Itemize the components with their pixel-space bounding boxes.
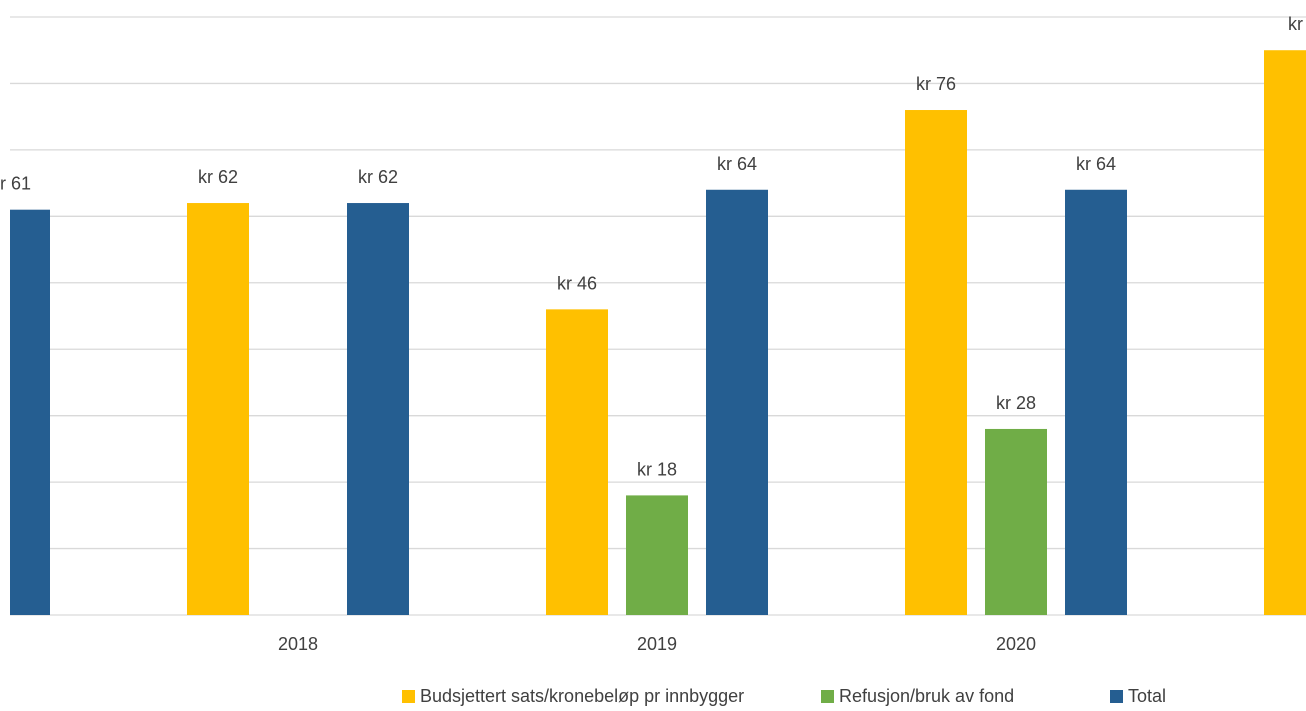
data-label: kr 64 (1076, 154, 1116, 174)
legend-swatch (1110, 690, 1123, 703)
bar-2020-total (1065, 189, 1127, 615)
x-tick-label: 2020 (996, 634, 1036, 654)
bar-2019-refusjon-bruk-av-fond (626, 495, 688, 615)
data-label: r 61 (0, 174, 31, 194)
data-label: kr 62 (358, 167, 398, 187)
bar-2020-refusjon-bruk-av-fond (985, 428, 1047, 615)
legend-swatch (402, 690, 415, 703)
data-label: kr 64 (717, 154, 757, 174)
legend-label: Refusjon/bruk av fond (839, 686, 1014, 706)
legend-label: Total (1128, 686, 1166, 706)
bar-2019-budsjettert-sats-kronebel-p-pr-innbygger (546, 309, 608, 615)
data-label: kr 18 (637, 459, 677, 479)
bar-2021-budsjettert-sats-kronebel-p-pr-innbygger (1264, 50, 1306, 615)
bar-2019-total (706, 189, 768, 615)
bar-2017-total (10, 209, 50, 615)
data-label: kr (1288, 14, 1303, 34)
bar-2020-budsjettert-sats-kronebel-p-pr-innbygger (905, 110, 967, 616)
data-label: kr 46 (557, 273, 597, 293)
x-tick-label: 2018 (278, 634, 318, 654)
x-axis-tick-labels: 2018 2019 2020 (278, 634, 1036, 654)
legend: Budsjettert sats/kronebeløp pr innbygger… (402, 686, 1166, 706)
data-label: kr 76 (916, 74, 956, 94)
bar-2018-budsjettert-sats-kronebel-p-pr-innbygger (187, 203, 249, 616)
bar-2018-total (347, 203, 409, 616)
bars (10, 50, 1306, 616)
x-tick-label: 2019 (637, 634, 677, 654)
legend-label: Budsjettert sats/kronebeløp pr innbygger (420, 686, 744, 706)
data-labels: r 61 kr 62 kr 62 kr 46 kr 18 kr 64 kr 76 kr 28 k… (0, 14, 1303, 479)
data-label: kr 28 (996, 393, 1036, 413)
legend-swatch (821, 690, 834, 703)
data-label: kr 62 (198, 167, 238, 187)
